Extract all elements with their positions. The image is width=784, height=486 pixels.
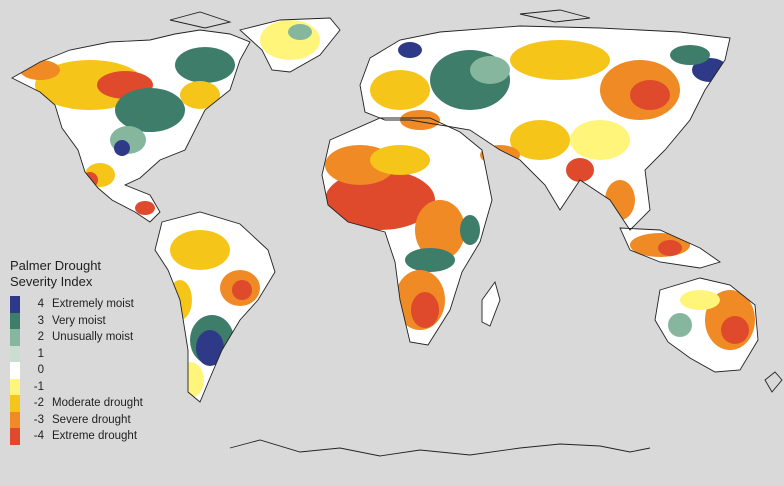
indonesia-coast [619, 227, 722, 269]
legend-swatch [10, 345, 20, 362]
legend-value: 2 [37, 331, 44, 344]
australia-coast [654, 277, 759, 373]
south-america-coast [154, 211, 276, 403]
legend-swatch [10, 329, 20, 346]
north-america-coast [11, 29, 251, 223]
legend-label: Extreme drought [52, 430, 138, 443]
legend-swatch [10, 362, 20, 379]
legend-row: 2 Unusually moist [10, 329, 143, 346]
legend-swatch [10, 428, 20, 445]
africa-coast [321, 117, 493, 346]
legend-title-line1: Palmer Drought [10, 258, 102, 273]
arctic-islands-coast [169, 9, 591, 29]
legend-row: -3 Severe drought [10, 411, 143, 428]
legend-value: 0 [37, 364, 44, 377]
legend-row: 4 Extremely moist [10, 296, 143, 313]
legend-value: -4 [33, 430, 44, 443]
legend-label: Extremely moist [52, 298, 134, 311]
madagascar-coast [481, 280, 501, 327]
legend-value: 1 [37, 347, 44, 360]
legend-rows: 4 Extremely moist 3 Very moist 2 Unusually mo… [10, 296, 143, 445]
legend-title-line2: Severity Index [10, 274, 93, 289]
legend-label: Unusually moist [52, 331, 134, 344]
legend-swatch [10, 395, 20, 412]
greenland-coast [239, 17, 341, 73]
legend-swatch [10, 378, 20, 395]
antarctica-coast [229, 439, 651, 457]
coastlines [11, 9, 783, 457]
new-zealand-coast [764, 371, 783, 393]
legend-swatch [10, 296, 20, 313]
eurasia-coast [359, 25, 731, 231]
legend-value: -2 [33, 397, 44, 410]
legend-row: 0 [10, 362, 143, 379]
legend-value: 3 [37, 314, 44, 327]
legend-row: -4 Extreme drought [10, 428, 143, 445]
legend-value: -1 [33, 380, 44, 393]
legend-swatch [10, 312, 20, 329]
legend-row: 3 Very moist [10, 312, 143, 329]
legend-row: -1 [10, 378, 143, 395]
legend-row: 1 [10, 345, 143, 362]
legend-value: 4 [37, 298, 44, 311]
legend-swatch [10, 411, 20, 428]
legend-label: Very moist [52, 314, 106, 327]
legend-label: Severe drought [52, 413, 131, 426]
legend: Palmer Drought Severity Index 4 Extremely… [10, 258, 143, 445]
legend-label: Moderate drought [52, 397, 143, 410]
legend-value: -3 [33, 413, 44, 426]
legend-row: -2 Moderate drought [10, 395, 143, 412]
